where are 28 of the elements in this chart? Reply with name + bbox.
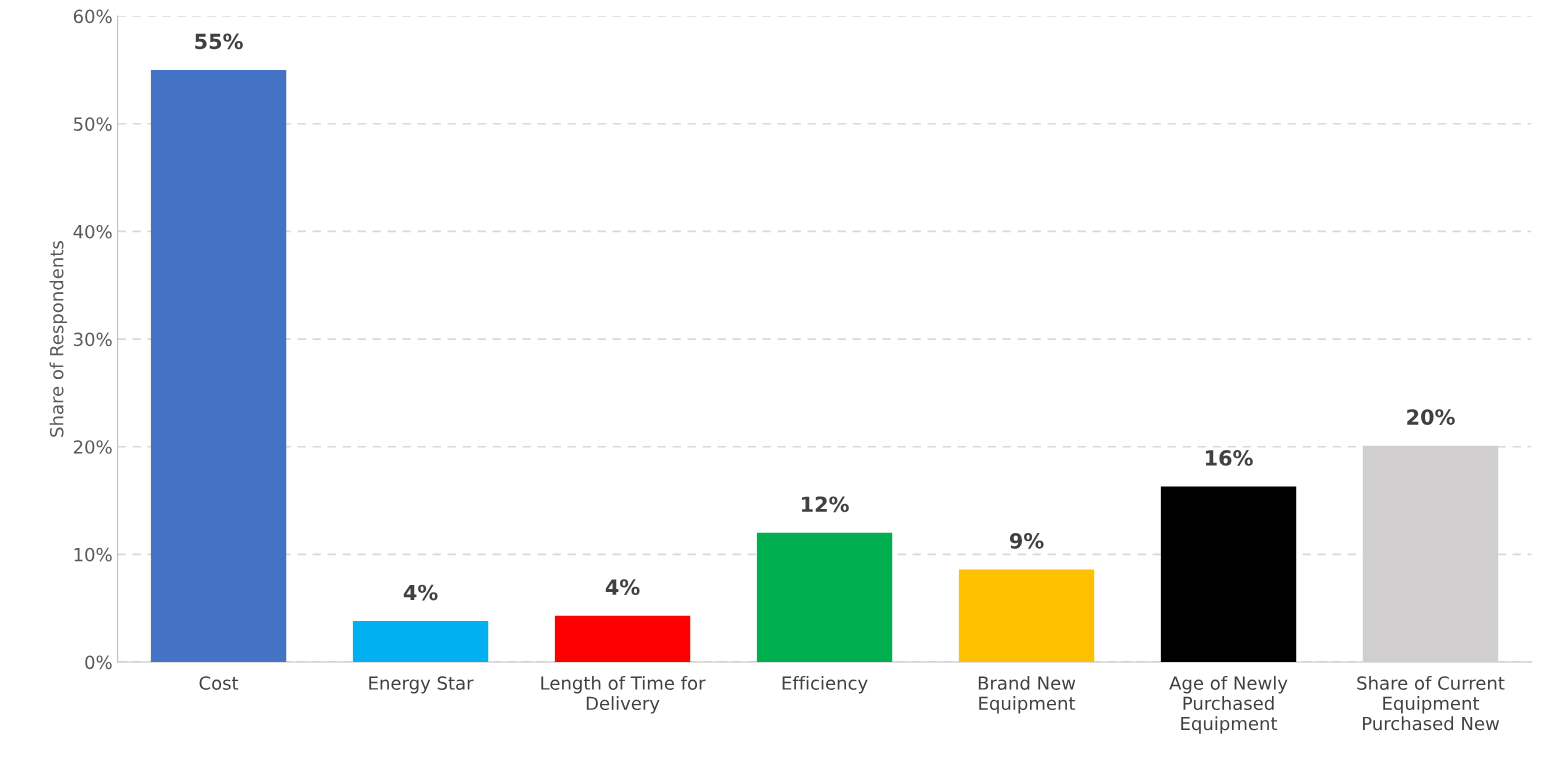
y-tick-label: 30% xyxy=(73,332,112,347)
y-tick-label: 20% xyxy=(73,440,112,454)
data-label: 4% xyxy=(403,584,438,601)
x-tick-label: Length of Time for Delivery xyxy=(541,675,706,714)
bar xyxy=(150,69,287,663)
y-tick-label: 40% xyxy=(73,224,112,239)
data-label: 55% xyxy=(195,33,243,50)
x-tick-label: Age of Newly Purchased Equipment xyxy=(1169,675,1288,734)
bar xyxy=(1160,486,1297,663)
bar xyxy=(756,532,893,663)
data-label: 4% xyxy=(605,579,640,596)
x-tick-label: Cost xyxy=(199,676,239,690)
y-tick-label: 10% xyxy=(74,547,112,562)
y-tick-label: 50% xyxy=(73,117,112,131)
bar xyxy=(352,621,489,663)
bar xyxy=(554,615,691,663)
data-label: 12% xyxy=(801,496,849,513)
data-label: 9% xyxy=(1009,532,1044,549)
x-tick-label: Efficiency xyxy=(782,675,868,694)
x-tick-label: Share of Current Equipment Purchased New xyxy=(1357,675,1505,731)
bar xyxy=(958,569,1095,663)
data-label: 20% xyxy=(1407,409,1455,425)
y-tick-label: 0% xyxy=(85,655,112,670)
x-tick-label: Brand New Equipment xyxy=(978,675,1076,714)
y-tick-label: 60% xyxy=(73,9,112,24)
x-tick-label: Energy Star xyxy=(369,676,474,694)
data-label: 16% xyxy=(1205,450,1253,466)
y-axis-title: Share of Respondents xyxy=(49,241,68,437)
